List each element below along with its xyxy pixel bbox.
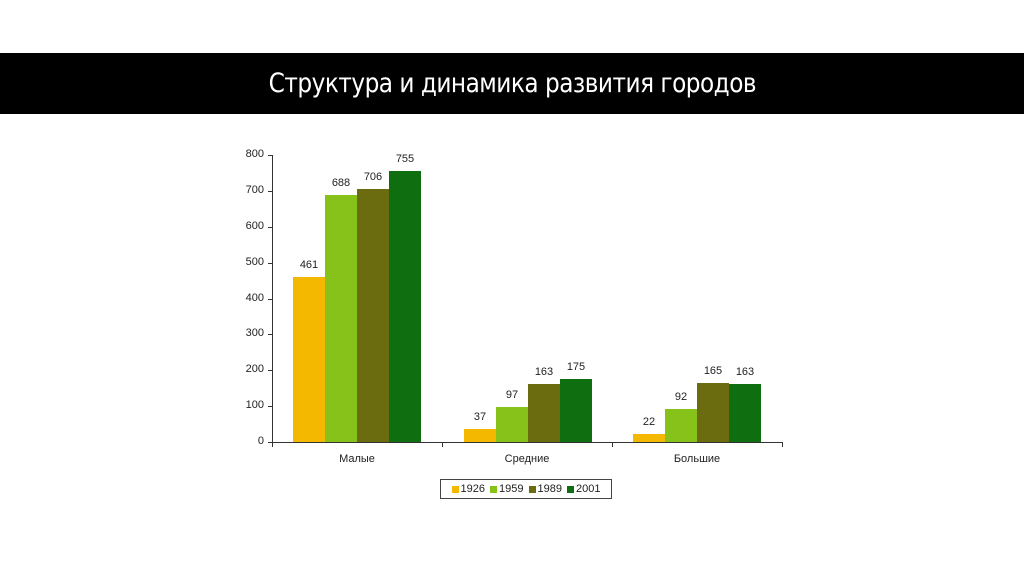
legend-swatch-icon [528, 485, 536, 493]
legend-label: 2001 [575, 483, 601, 495]
x-category-label: Малые [339, 453, 375, 465]
legend-label: 1989 [537, 483, 562, 495]
slide-title: Структура и динамика развития городов [268, 68, 756, 99]
data-label: 688 [331, 177, 351, 190]
bar-1959 [325, 195, 357, 442]
legend-swatch-icon [490, 485, 498, 493]
y-tick-label: 200 [245, 363, 264, 376]
y-tick [268, 406, 272, 408]
y-tick-label: 800 [245, 148, 264, 160]
bar-1989 [697, 382, 729, 442]
data-label: 165 [703, 364, 723, 377]
legend-item-1926: 1926 [451, 483, 486, 495]
legend-label: 1959 [499, 483, 524, 495]
y-tick-label: 100 [245, 399, 264, 412]
legend-label: 1926 [460, 483, 486, 495]
y-tick [268, 190, 272, 192]
data-label: 175 [566, 361, 586, 374]
data-label: 22 [642, 416, 656, 429]
data-label: 755 [395, 153, 415, 166]
x-category-label: Средние [504, 453, 550, 465]
x-category-label: Большие [673, 453, 721, 465]
data-label: 37 [473, 410, 487, 423]
y-tick [268, 226, 272, 228]
y-tick [268, 442, 272, 443]
x-tick [612, 442, 613, 447]
bar-2001 [389, 171, 421, 442]
legend-swatch-icon [451, 485, 459, 493]
bar-1926 [633, 434, 665, 442]
legend-item-2001: 2001 [566, 483, 601, 495]
y-tick-label: 400 [245, 291, 264, 304]
bar-1989 [528, 383, 560, 442]
y-tick-label: 300 [245, 327, 264, 340]
bar-2001 [729, 383, 761, 442]
legend-item-1959: 1959 [490, 483, 524, 495]
x-tick [782, 442, 783, 447]
legend-swatch-icon [566, 485, 574, 493]
data-label: 97 [505, 389, 519, 402]
chart-legend: 1926 1959 1989 2001 [440, 479, 612, 499]
data-label: 163 [735, 365, 755, 378]
x-tick [272, 442, 273, 447]
data-label: 92 [674, 390, 688, 403]
data-label: 706 [363, 170, 383, 183]
bar-1959 [496, 407, 528, 442]
data-label: 461 [299, 258, 319, 271]
y-tick-label: 0 [257, 435, 264, 447]
y-tick [268, 334, 272, 336]
x-axis [272, 442, 782, 443]
data-label: 163 [534, 365, 554, 378]
y-tick [268, 298, 272, 300]
bar-1926 [464, 428, 496, 442]
x-tick [442, 442, 443, 447]
bar-1926 [293, 276, 325, 442]
y-tick [268, 262, 272, 264]
title-banner: Структура и динамика развития городов [0, 53, 1024, 114]
bar-1959 [665, 408, 697, 442]
y-tick-label: 600 [245, 219, 264, 232]
legend-item-1989: 1989 [528, 483, 562, 495]
y-tick-label: 700 [245, 183, 264, 196]
y-tick [268, 370, 272, 372]
y-axis [272, 155, 273, 442]
bar-1989 [357, 188, 389, 442]
y-tick [268, 155, 272, 156]
y-tick-label: 500 [245, 255, 264, 268]
bar-2001 [560, 379, 592, 442]
